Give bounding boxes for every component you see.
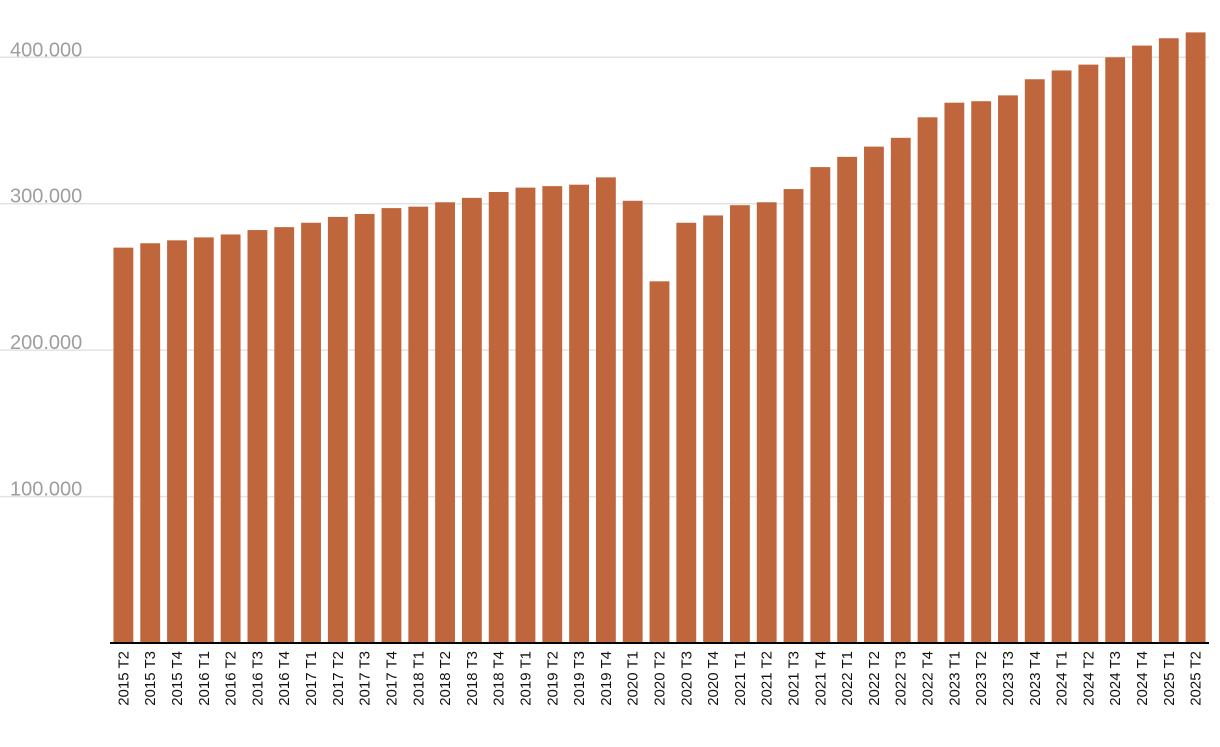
x-tick-label: 2022 T2 [866, 651, 883, 706]
x-tick-label: 2023 T4 [1027, 651, 1044, 706]
bar-2024-t1 [1051, 70, 1072, 643]
x-tick-label: 2015 T3 [142, 651, 159, 706]
bar-2025-t2 [1185, 32, 1206, 643]
y-tick-label: 100.000 [10, 479, 82, 501]
bar-2020-t1 [622, 200, 643, 644]
y-axis-tick-labels: 100.000 200.000 300.000 400.000 [10, 39, 82, 500]
x-tick-label: 2021 T1 [732, 651, 749, 706]
bar-2021-t3 [783, 189, 804, 643]
x-tick-label: 2017 T2 [330, 651, 347, 706]
bar-2019-t1 [515, 187, 536, 644]
x-tick-label: 2024 T4 [1134, 651, 1151, 706]
bar-2016-t1 [193, 237, 214, 643]
bar-2017-t2 [327, 216, 348, 643]
bar-2022-t4 [917, 117, 938, 643]
x-tick-label: 2015 T2 [115, 651, 132, 706]
y-tick-label: 300.000 [10, 186, 82, 208]
x-tick-label: 2017 T3 [357, 651, 374, 706]
bar-2020-t2 [649, 281, 670, 643]
bar-2019-t2 [542, 186, 563, 643]
bar-2018-t3 [461, 197, 482, 644]
x-tick-label: 2021 T3 [786, 651, 803, 706]
x-tick-label: 2022 T1 [839, 651, 856, 706]
bar-2021-t4 [810, 167, 831, 644]
bar-2019-t4 [595, 177, 616, 644]
x-tick-label: 2018 T3 [464, 651, 481, 706]
bar-2017-t4 [381, 208, 402, 644]
x-tick-label: 2024 T1 [1054, 651, 1071, 706]
bar-2024-t4 [1132, 45, 1152, 643]
bar-2018-t2 [435, 202, 455, 643]
bar-2016-t4 [274, 227, 295, 643]
x-tick-label: 2015 T4 [169, 651, 186, 706]
bar-2019-t3 [569, 184, 590, 643]
x-tick-label: 2018 T4 [491, 651, 508, 706]
x-tick-label: 2016 T1 [196, 651, 213, 706]
x-tick-label: 2023 T1 [946, 651, 963, 706]
x-tick-label: 2020 T4 [705, 651, 722, 706]
x-tick-label: 2021 T2 [759, 651, 776, 706]
bar-2023-t3 [998, 95, 1018, 644]
x-tick-label: 2016 T4 [276, 651, 293, 706]
x-tick-label: 2021 T4 [812, 651, 829, 706]
bar-2017-t1 [301, 222, 321, 643]
bar-2015-t2 [113, 247, 134, 643]
x-tick-label: 2018 T1 [410, 651, 427, 706]
x-tick-label: 2024 T2 [1080, 651, 1097, 706]
bar-2015-t4 [167, 240, 187, 643]
bar-2020-t3 [676, 222, 697, 643]
x-tick-label: 2019 T1 [517, 651, 534, 706]
x-axis-tick-labels: 2015 T2 2015 T3 2015 T4 2016 T1 2016 T2 2016 … [115, 651, 1204, 706]
bar-2018-t4 [488, 192, 509, 643]
x-tick-label: 2019 T4 [598, 651, 615, 706]
bar-2025-t1 [1158, 38, 1179, 643]
x-tick-label: 2020 T3 [678, 651, 695, 706]
bar-2020-t4 [703, 215, 724, 643]
bar-2016-t2 [220, 234, 241, 643]
x-tick-label: 2017 T1 [303, 651, 320, 706]
x-tick-label: 2022 T4 [920, 651, 937, 706]
x-tick-label: 2023 T2 [973, 651, 990, 706]
x-tick-label: 2020 T2 [652, 651, 669, 706]
bar-2024-t3 [1105, 57, 1126, 644]
bar-2021-t2 [756, 202, 777, 643]
x-tick-label: 2025 T1 [1161, 651, 1178, 706]
y-tick-label: 400.000 [10, 39, 82, 61]
bar-2016-t3 [247, 230, 268, 643]
bar-2017-t3 [354, 213, 375, 643]
y-tick-label: 200.000 [10, 332, 82, 354]
bar-2023-t1 [944, 102, 965, 644]
x-tick-label: 2023 T3 [1000, 651, 1017, 706]
bar-2021-t1 [730, 205, 750, 643]
x-tick-label: 2020 T1 [625, 651, 642, 706]
x-tick-label: 2019 T3 [571, 651, 588, 706]
bar-2023-t2 [971, 101, 992, 643]
x-tick-label: 2016 T3 [249, 651, 266, 706]
x-tick-label: 2025 T2 [1188, 651, 1205, 706]
bar-2022-t1 [837, 156, 858, 644]
x-tick-label: 2016 T2 [223, 651, 240, 706]
bar-2023-t4 [1024, 79, 1045, 643]
bars [113, 32, 1206, 644]
x-tick-label: 2024 T3 [1107, 651, 1124, 706]
bar-2015-t3 [140, 243, 161, 643]
x-tick-label: 2019 T2 [544, 651, 561, 706]
bar-2018-t1 [408, 206, 429, 643]
x-tick-label: 2017 T4 [383, 651, 400, 706]
x-tick-label: 2022 T3 [893, 651, 910, 706]
bar-2024-t2 [1078, 64, 1099, 644]
x-tick-label: 2018 T2 [437, 651, 454, 706]
bar-2022-t3 [890, 137, 911, 643]
bar-2022-t2 [864, 146, 884, 644]
